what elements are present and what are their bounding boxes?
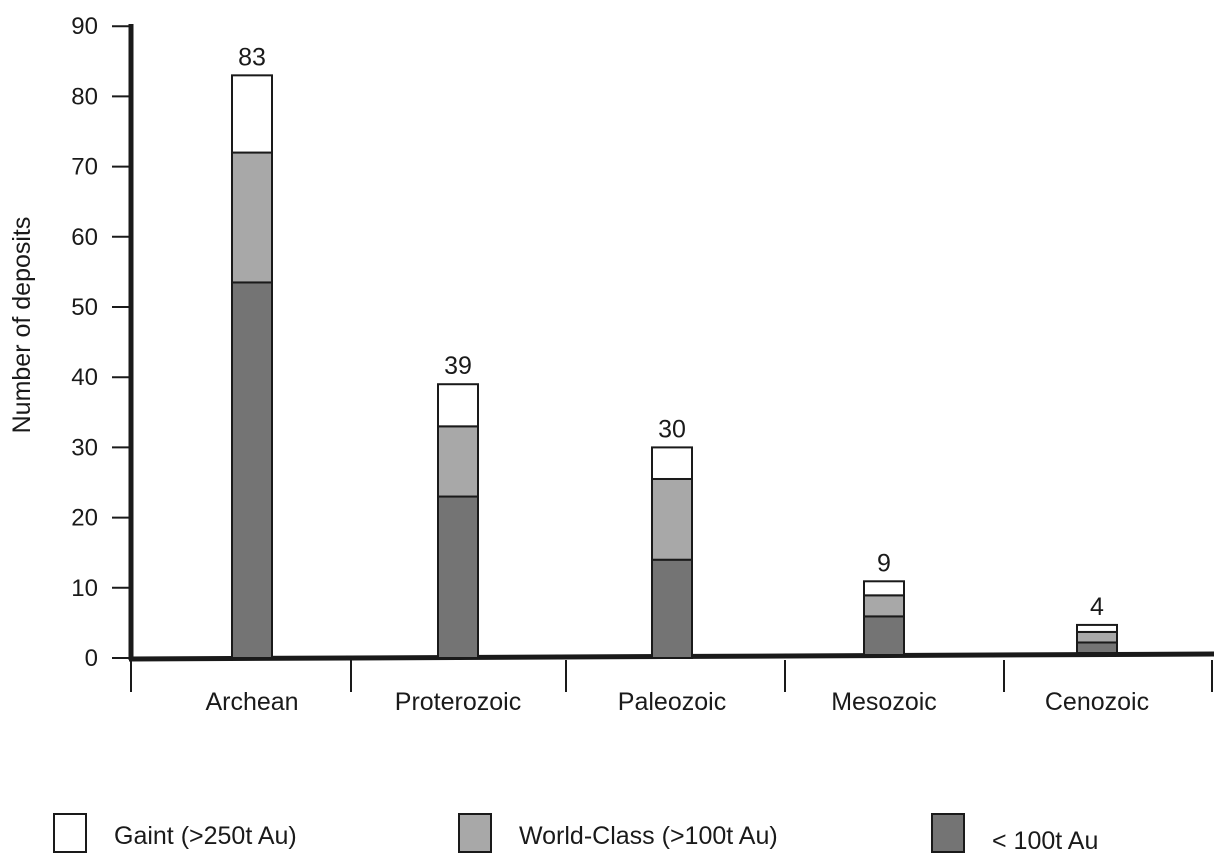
bar-mesozoic-100t-au xyxy=(863,615,905,657)
legend-label-world-class-100t-au: World-Class (>100t Au) xyxy=(519,822,778,850)
y-tick-label: 20 xyxy=(71,505,98,532)
bar-paleozoic-gaint-250t-au xyxy=(651,446,693,480)
bars xyxy=(231,74,1118,660)
x-tick-label-proterozoic: Proterozoic xyxy=(395,688,521,716)
bar-archean-100t-au xyxy=(231,281,273,659)
x-tick-label-archean: Archean xyxy=(205,688,298,716)
y-tick-label: 90 xyxy=(71,13,98,40)
bar-proterozoic-100t-au xyxy=(437,495,479,660)
y-axis-title: Number of deposits xyxy=(8,217,36,434)
total-labels: 83 39 30 9 4 xyxy=(238,43,1104,621)
x-tick-label-mesozoic: Mesozoic xyxy=(831,688,937,716)
legend: Gaint (>250t Au) World-Class (>100t Au) < … xyxy=(53,813,1098,855)
bar-proterozoic-gaint-250t-au xyxy=(437,383,479,428)
x-tick-label-paleozoic: Paleozoic xyxy=(618,688,726,716)
bar-mesozoic-world-class-100t-au xyxy=(863,594,905,618)
y-tick-label: 0 xyxy=(85,645,98,672)
legend-label-gaint-250t-au: Gaint (>250t Au) xyxy=(114,822,297,850)
bar-paleozoic-world-class-100t-au xyxy=(651,477,693,561)
legend-swatch-100t-au xyxy=(931,813,965,853)
y-tick-label: 50 xyxy=(71,294,98,321)
legend-swatch-gaint-250t-au xyxy=(53,813,87,853)
total-label-proterozoic: 39 xyxy=(444,352,472,380)
bar-archean-world-class-100t-au xyxy=(231,151,273,284)
y-tick-label: 60 xyxy=(71,224,98,251)
bar-cenozoic-100t-au xyxy=(1076,641,1118,654)
total-label-mesozoic: 9 xyxy=(877,549,891,577)
y-tick-label: 30 xyxy=(71,434,98,461)
x-axis: Archean Proterozoic Paleozoic Mesozoic Cenoz… xyxy=(128,651,1215,716)
total-label-paleozoic: 30 xyxy=(658,415,686,443)
legend-label-100t-au: < 100t Au xyxy=(992,827,1098,855)
bar-archean-gaint-250t-au xyxy=(231,74,273,154)
y-tick-label: 80 xyxy=(71,83,98,110)
y-tick-label: 10 xyxy=(71,575,98,602)
bar-paleozoic-100t-au xyxy=(651,558,693,659)
y-tick-label: 40 xyxy=(71,364,98,391)
bar-cenozoic-gaint-250t-au xyxy=(1076,623,1118,633)
bar-proterozoic-world-class-100t-au xyxy=(437,425,479,498)
bar-cenozoic-world-class-100t-au xyxy=(1076,630,1118,644)
total-label-archean: 83 xyxy=(238,43,266,71)
y-axis: 0 10 20 30 40 50 60 70 80 90 xyxy=(71,13,134,672)
legend-swatch-world-class-100t-au xyxy=(458,813,492,853)
x-tick-label-cenozoic: Cenozoic xyxy=(1045,688,1149,716)
bar-mesozoic-gaint-250t-au xyxy=(863,580,905,597)
y-tick-label: 70 xyxy=(71,154,98,181)
total-label-cenozoic: 4 xyxy=(1090,593,1104,621)
